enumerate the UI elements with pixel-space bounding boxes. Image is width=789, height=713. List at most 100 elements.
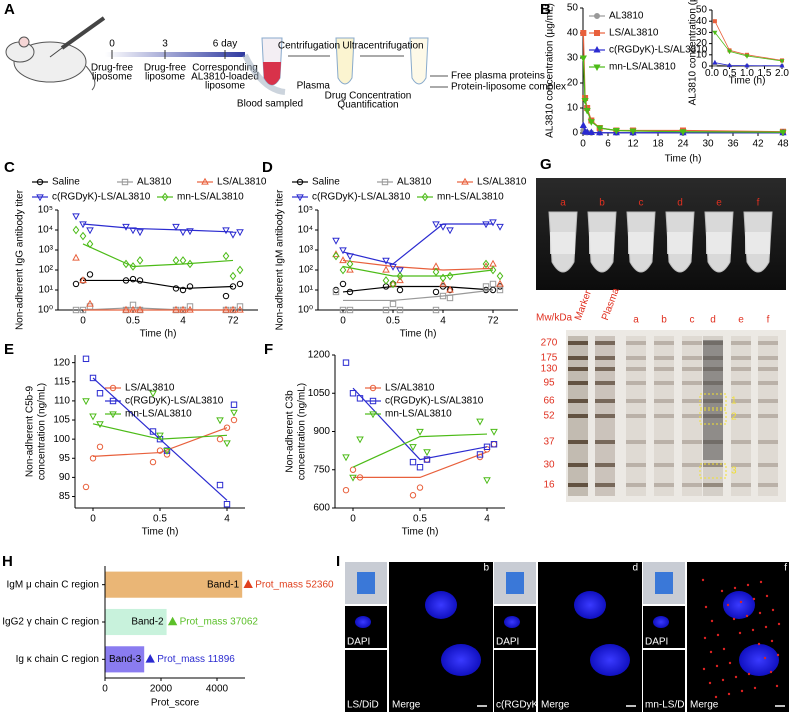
y-tick-label: 10² (299, 265, 314, 276)
bar (105, 571, 243, 598)
marker (129, 227, 137, 235)
marker (149, 458, 157, 466)
gel-band (682, 414, 702, 418)
legend-label: LS/AL3810 (385, 383, 435, 394)
marker (230, 416, 238, 424)
legend-label: c(RGDyK)-LS/AL3810 (609, 45, 708, 56)
y-tick-label: IgG2 γ chain C region (2, 617, 99, 628)
marker (409, 458, 417, 466)
mw-label: 130 (541, 364, 558, 375)
marker (163, 447, 171, 455)
marker (121, 178, 129, 186)
series-line (83, 279, 234, 290)
y-tick-label: 0 (701, 61, 707, 72)
y-tick-label: 10⁰ (38, 305, 53, 316)
output-label: Protein-liposome complex (451, 82, 566, 93)
y-axis-title: Non-adherent C3b (285, 390, 296, 473)
marker (216, 481, 224, 489)
tube-liquid (667, 232, 692, 254)
tube (409, 37, 429, 85)
marker (679, 129, 687, 136)
gel-band (595, 440, 615, 444)
marker (446, 271, 454, 281)
did-signal (753, 686, 757, 690)
marker (476, 451, 484, 458)
timeline-label: 6 day (213, 39, 237, 50)
marker (149, 428, 157, 435)
band-label: 2 (731, 412, 737, 423)
marker (483, 477, 491, 485)
panel-letter: I (336, 553, 340, 570)
marker (496, 223, 504, 231)
y-tick-label: 20 (567, 78, 579, 89)
gel-band (758, 341, 778, 345)
did-signal (752, 597, 756, 601)
mw-label: 175 (541, 353, 558, 364)
did-signal (727, 692, 731, 696)
marker (89, 374, 97, 382)
marker (342, 454, 350, 462)
tube-liquid (589, 232, 614, 254)
gel-band (758, 381, 778, 385)
did-signal (777, 622, 781, 626)
tube-label: b (599, 198, 605, 209)
marker (596, 125, 604, 133)
y-tick-label: 10² (39, 265, 54, 276)
x-axis-title: Time (h) (142, 527, 179, 538)
x-tick-label: 1.5 (758, 68, 772, 79)
series-line (342, 223, 493, 265)
marker (236, 303, 244, 310)
did-signal (714, 695, 718, 699)
gel-band (731, 483, 751, 487)
marker (229, 305, 237, 313)
lane (758, 336, 778, 496)
marker (236, 265, 244, 275)
gel-band (758, 399, 778, 403)
y-tick-label: 1050 (308, 388, 331, 399)
did-signal (763, 656, 767, 660)
merge-image (687, 562, 789, 712)
x-tick-label: 18 (652, 139, 664, 150)
marker (122, 277, 130, 284)
gel-band (568, 356, 588, 360)
marker (712, 59, 718, 65)
timeline (105, 52, 245, 57)
lane-label: d (710, 315, 716, 326)
corner-label: b (483, 563, 489, 574)
tube-label: e (716, 198, 722, 209)
y-tick-label: 40 (696, 16, 708, 27)
series-line (82, 223, 234, 233)
x-tick-label: 1.0 (740, 68, 754, 79)
gel-band (595, 414, 615, 418)
x-tick-label: 42 (752, 139, 764, 150)
gel-band (654, 341, 674, 345)
marker (369, 384, 377, 392)
bar-label: Band-3 (109, 654, 142, 665)
marker (346, 265, 354, 273)
marker (149, 390, 157, 398)
gel-band (758, 440, 778, 444)
marker (229, 283, 237, 290)
gel-band (654, 381, 674, 385)
gel-band (731, 414, 751, 418)
marker (79, 231, 87, 241)
x-tick-label: 24 (677, 139, 689, 150)
step-label: liposome (145, 72, 185, 83)
marker (222, 292, 230, 300)
marker (587, 128, 595, 135)
gel-band (758, 414, 778, 418)
series-line (343, 289, 494, 302)
band-box (699, 393, 727, 409)
tube-liquid (745, 232, 770, 254)
marker (186, 228, 194, 236)
gel-band (654, 414, 674, 418)
series-line (342, 265, 494, 277)
marker (346, 288, 354, 296)
legend-label: c(RGDyK)-LS/AL3810 (125, 396, 224, 407)
x-axis-title: Time (h) (400, 329, 437, 340)
y-tick-label: 20 (696, 38, 708, 49)
gel-band (626, 356, 646, 360)
marker (179, 305, 187, 313)
gel-band (595, 399, 615, 403)
panel-letter: H (2, 553, 13, 570)
